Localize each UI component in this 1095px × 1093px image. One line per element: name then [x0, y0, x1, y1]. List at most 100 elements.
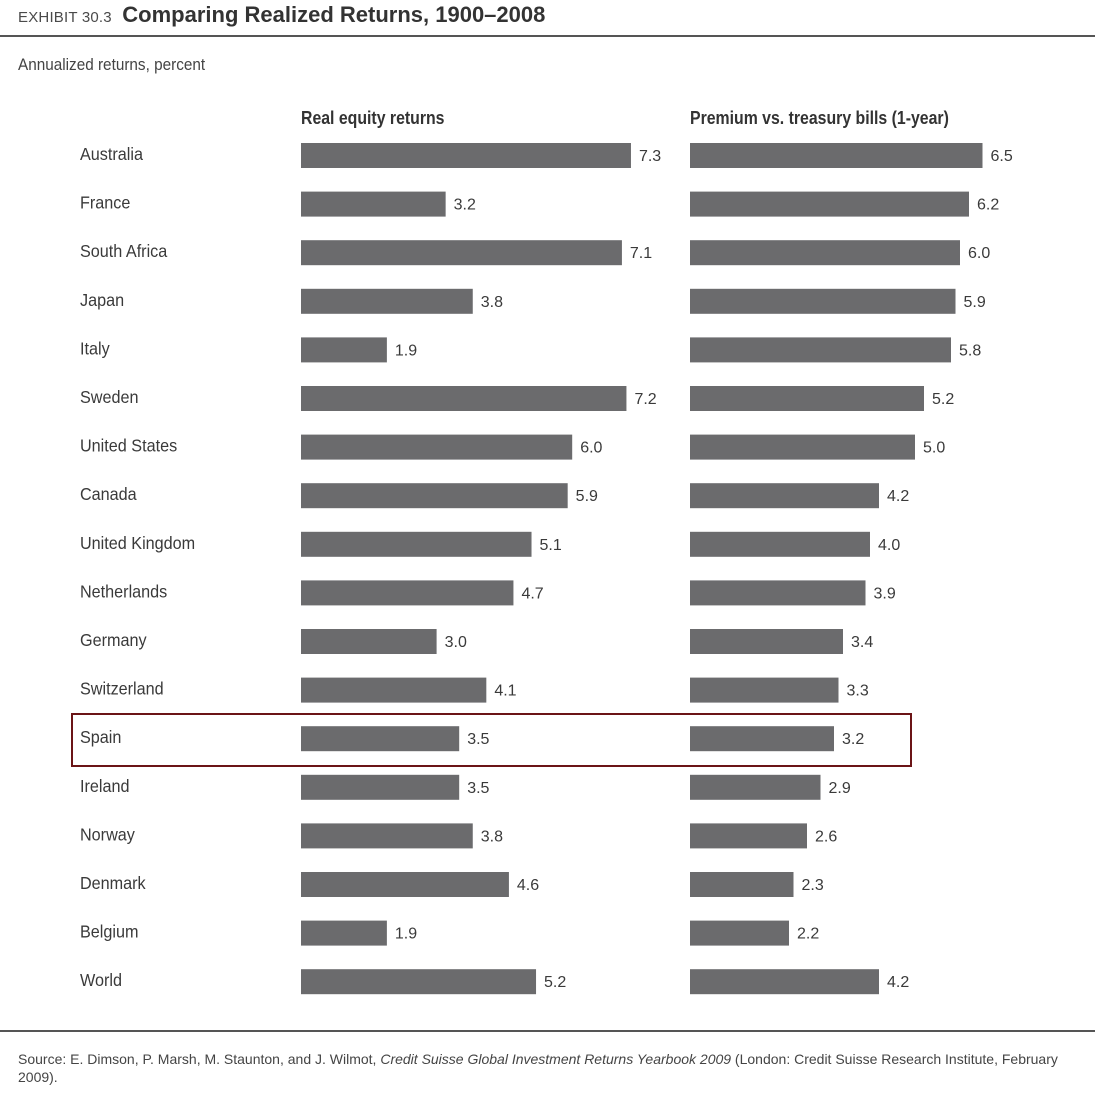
source-suffix: (London: Credit Suisse Research Institut… — [18, 1051, 1058, 1085]
value-label-real-equity-spain: 3.5 — [467, 731, 489, 748]
category-label-denmark: Denmark — [80, 873, 146, 893]
bar-real-equity-france — [301, 191, 446, 217]
value-label-real-equity-denmark: 4.6 — [517, 877, 539, 894]
category-label-spain: Spain — [80, 727, 121, 747]
bar-real-equity-spain — [301, 726, 460, 752]
value-label-real-equity-italy: 1.9 — [395, 342, 417, 359]
category-label-germany: Germany — [80, 630, 147, 650]
value-label-real-equity-united-kingdom: 5.1 — [540, 537, 562, 554]
category-label-belgium: Belgium — [80, 922, 138, 942]
value-label-real-equity-norway: 3.8 — [481, 828, 503, 845]
bar-real-equity-sweden — [301, 386, 627, 411]
spain-highlight-box — [71, 713, 912, 767]
source-note: Source: E. Dimson, P. Marsh, M. Staunton… — [18, 1050, 1078, 1086]
bar-premium-norway — [690, 823, 807, 849]
bar-premium-spain — [690, 726, 834, 752]
bar-real-equity-denmark — [301, 872, 509, 897]
bar-real-equity-italy — [301, 337, 387, 363]
value-label-real-equity-germany: 3.0 — [445, 634, 467, 651]
category-label-italy: Italy — [80, 339, 110, 359]
value-label-real-equity-france: 3.2 — [454, 197, 476, 214]
value-label-premium-canada: 4.2 — [887, 488, 909, 505]
value-label-real-equity-belgium: 1.9 — [395, 926, 417, 943]
bar-real-equity-germany — [301, 629, 437, 654]
bar-real-equity-japan — [301, 288, 473, 314]
exhibit-number: EXHIBIT 30.3 — [18, 9, 112, 26]
bar-premium-netherlands — [690, 580, 866, 606]
value-label-premium-spain: 3.2 — [842, 731, 864, 748]
value-label-premium-sweden: 5.2 — [932, 391, 954, 408]
bar-premium-italy — [690, 337, 951, 363]
category-label-ireland: Ireland — [80, 776, 130, 796]
value-label-real-equity-switzerland: 4.1 — [494, 683, 516, 700]
column-header-premium: Premium vs. treasury bills (1-year) — [690, 108, 949, 128]
value-label-premium-italy: 5.8 — [959, 342, 981, 359]
bar-premium-sweden — [690, 386, 924, 411]
bar-premium-united-states — [690, 434, 915, 460]
value-label-premium-world: 4.2 — [887, 974, 909, 991]
value-label-real-equity-united-states: 6.0 — [580, 440, 602, 457]
top-rule — [0, 35, 1095, 37]
category-label-world: World — [80, 970, 122, 990]
value-label-premium-germany: 3.4 — [851, 634, 873, 651]
category-label-south-africa: South Africa — [80, 241, 168, 261]
value-label-premium-norway: 2.6 — [815, 828, 837, 845]
chart-subtitle: Annualized returns, percent — [18, 55, 206, 74]
value-label-premium-united-states: 5.0 — [923, 440, 945, 457]
category-label-norway: Norway — [80, 825, 135, 845]
bar-premium-south-africa — [690, 240, 960, 266]
bar-real-equity-united-kingdom — [301, 531, 532, 557]
value-label-premium-france: 6.2 — [977, 197, 999, 214]
bar-premium-canada — [690, 483, 879, 509]
bar-premium-australia — [690, 143, 983, 168]
category-label-netherlands: Netherlands — [80, 582, 167, 602]
value-label-premium-switzerland: 3.3 — [847, 683, 869, 700]
category-label-sweden: Sweden — [80, 387, 139, 407]
value-label-premium-japan: 5.9 — [964, 294, 986, 311]
bar-real-equity-norway — [301, 823, 473, 849]
category-label-australia: Australia — [80, 144, 143, 164]
bar-premium-germany — [690, 629, 843, 654]
bar-real-equity-switzerland — [301, 677, 487, 703]
value-label-real-equity-south-africa: 7.1 — [630, 245, 652, 262]
bar-real-equity-south-africa — [301, 240, 622, 266]
value-label-real-equity-canada: 5.9 — [576, 488, 598, 505]
bar-premium-world — [690, 969, 879, 995]
bar-premium-united-kingdom — [690, 531, 870, 557]
category-label-switzerland: Switzerland — [80, 679, 164, 699]
value-label-real-equity-world: 5.2 — [544, 974, 566, 991]
bar-premium-france — [690, 191, 969, 217]
value-label-premium-denmark: 2.3 — [802, 877, 824, 894]
value-label-premium-south-africa: 6.0 — [968, 245, 990, 262]
bar-real-equity-australia — [301, 143, 631, 168]
bar-premium-switzerland — [690, 677, 839, 703]
category-label-japan: Japan — [80, 290, 124, 310]
bar-premium-ireland — [690, 774, 821, 800]
bar-real-equity-ireland — [301, 774, 460, 800]
bar-premium-japan — [690, 288, 956, 314]
column-header-real-equity: Real equity returns — [301, 108, 445, 128]
value-label-premium-belgium: 2.2 — [797, 926, 819, 943]
value-label-premium-ireland: 2.9 — [829, 780, 851, 797]
value-label-real-equity-sweden: 7.2 — [634, 391, 656, 408]
value-label-premium-australia: 6.5 — [991, 148, 1013, 165]
category-label-united-states: United States — [80, 436, 177, 456]
chart-title: Comparing Realized Returns, 1900–2008 — [122, 2, 546, 27]
bar-premium-belgium — [690, 920, 789, 946]
bottom-rule — [0, 1030, 1095, 1032]
value-label-premium-netherlands: 3.9 — [874, 585, 896, 602]
value-label-real-equity-japan: 3.8 — [481, 294, 503, 311]
exhibit-heading: EXHIBIT 30.3 Comparing Realized Returns,… — [18, 2, 545, 28]
source-prefix: Source: E. Dimson, P. Marsh, M. Staunton… — [18, 1051, 381, 1067]
source-book: Credit Suisse Global Investment Returns … — [380, 1051, 732, 1067]
bar-real-equity-world — [301, 969, 537, 995]
category-label-united-kingdom: United Kingdom — [80, 533, 195, 553]
bar-premium-denmark — [690, 872, 794, 897]
value-label-real-equity-ireland: 3.5 — [467, 780, 489, 797]
bar-real-equity-united-states — [301, 434, 573, 460]
category-label-france: France — [80, 193, 130, 213]
bar-real-equity-canada — [301, 483, 568, 509]
value-label-real-equity-netherlands: 4.7 — [521, 585, 543, 602]
category-label-canada: Canada — [80, 484, 137, 504]
